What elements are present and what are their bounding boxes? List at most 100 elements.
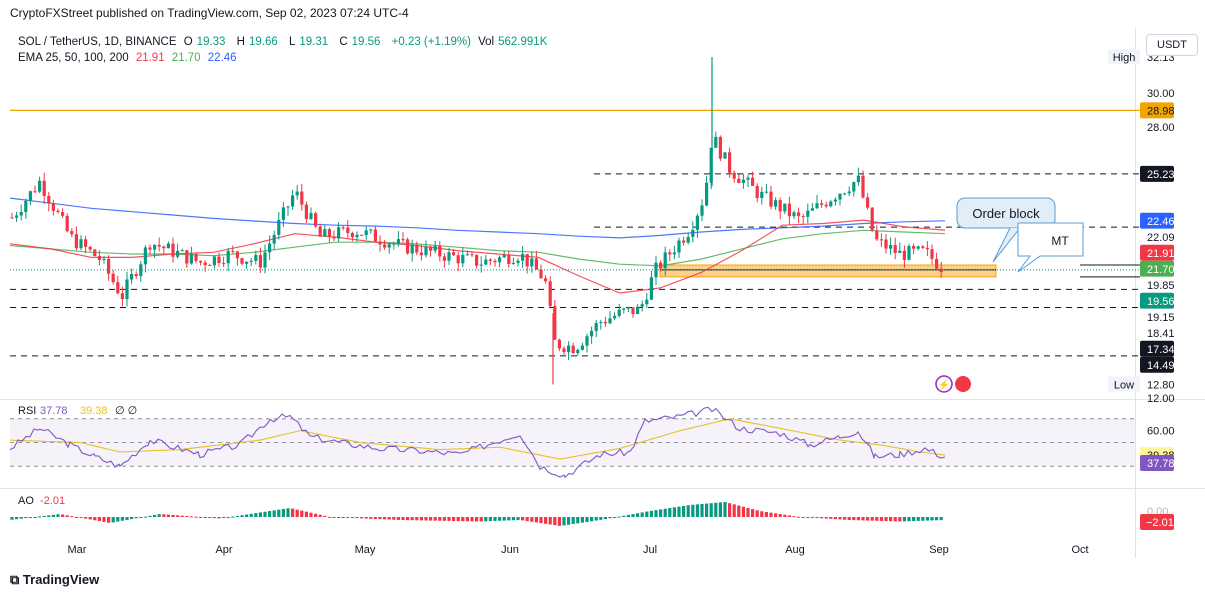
ao-bar [810,517,814,518]
legend-high: H 19.66 [236,36,278,48]
candle-body [544,278,548,282]
ao-bar [268,511,272,517]
ao-bar [502,517,506,521]
ao-bar [728,503,732,517]
candle-body [272,234,276,244]
ao-bar [383,517,387,520]
candle-body [838,193,842,200]
x-axis-label-may: May [355,544,376,556]
candle-body [153,244,157,250]
ao-bar [93,517,97,521]
price-label-4: 22.09 [1147,232,1175,244]
candle-body [337,227,341,239]
ema25-line [9,219,946,294]
ao-bar [599,517,603,520]
candle-body [226,250,230,264]
ao-bar [465,517,469,522]
ao-bar [277,509,281,517]
candle-body [723,152,727,159]
ao-bar [318,514,322,517]
order-block-label: Order block [972,206,1040,221]
candle-body [861,175,865,198]
candle-body [79,239,83,249]
candle-body [939,268,943,273]
order-block-zone [659,264,997,278]
candle-body [107,258,111,274]
x-axis-label-mar: Mar [68,544,87,556]
ao-bar [245,514,249,517]
candle-body [682,240,686,243]
price-tag-bg-0 [1108,49,1140,64]
ao-bar [452,517,456,522]
ao-bar [153,514,157,517]
ao-bar [226,517,230,518]
ao-bar [709,503,713,517]
ao-bar [28,517,32,518]
candle-body [488,259,492,261]
candle-body [102,258,106,260]
candle-body [373,229,377,242]
legend-volume: Vol 562.991K [478,36,548,48]
ao-bar [576,517,580,524]
rsi-na: ∅ ∅ [115,405,137,417]
candle-body [700,205,704,216]
candle-body [111,273,115,283]
ao-bar [686,505,690,517]
ao-bar [921,517,925,521]
candle-body [258,255,262,268]
candle-body [764,191,768,193]
candle-body [829,201,833,207]
ao-bar [263,511,267,517]
ao-bar [613,517,617,518]
candle-body [640,304,644,307]
ao-bar [640,512,644,517]
ao-bar [783,514,787,517]
candle-body [166,243,170,249]
candle-body [686,237,690,243]
rsi-ma-line [9,418,946,460]
tradingview-logo: ⧉ TradingView [10,572,100,587]
ao-bar [323,515,327,517]
candle-body [760,191,764,198]
candle-body [199,260,203,263]
candle-body [608,318,612,324]
x-axis-label-jun: Jun [501,544,519,556]
legend-ema: EMA 25, 50, 100, 200 21.91 21.70 22.46 [18,52,241,64]
rsi-axis-label: 37.78 [1147,458,1175,470]
candle-body [130,274,134,280]
ao-bar [392,517,396,520]
candle-body [732,172,736,179]
ao-bar [498,517,502,521]
ao-bar [617,516,621,518]
candle-body [594,323,598,331]
ao-bar [898,517,902,522]
ema200-line [9,197,946,239]
candle-body [907,246,911,260]
order-block-callout-pointer [992,227,1021,263]
candle-body [810,208,814,211]
candle-body [622,308,626,310]
ao-bar [875,517,879,521]
ao-bar [429,517,433,521]
candle-body [240,258,244,264]
currency-button[interactable]: USDT [1146,34,1198,56]
candle-body [548,281,552,307]
ao-bar [120,517,124,521]
candle-body [139,264,143,277]
ao-bar [410,517,414,521]
ao-label: AO [18,495,34,507]
ao-bar [97,517,101,522]
candle-body [843,193,847,195]
candle-body [884,239,888,249]
candle-body [599,321,603,324]
order-block-callout [956,197,1056,229]
ao-bar [254,513,258,517]
candle-body [318,226,322,237]
ao-bar [778,514,782,517]
candle-body [833,199,837,202]
ao-bar [654,510,658,517]
ao-bar [217,517,221,519]
ao-bar [74,516,78,518]
legend-ema-label: EMA 25, 50, 100, 200 [18,52,129,64]
